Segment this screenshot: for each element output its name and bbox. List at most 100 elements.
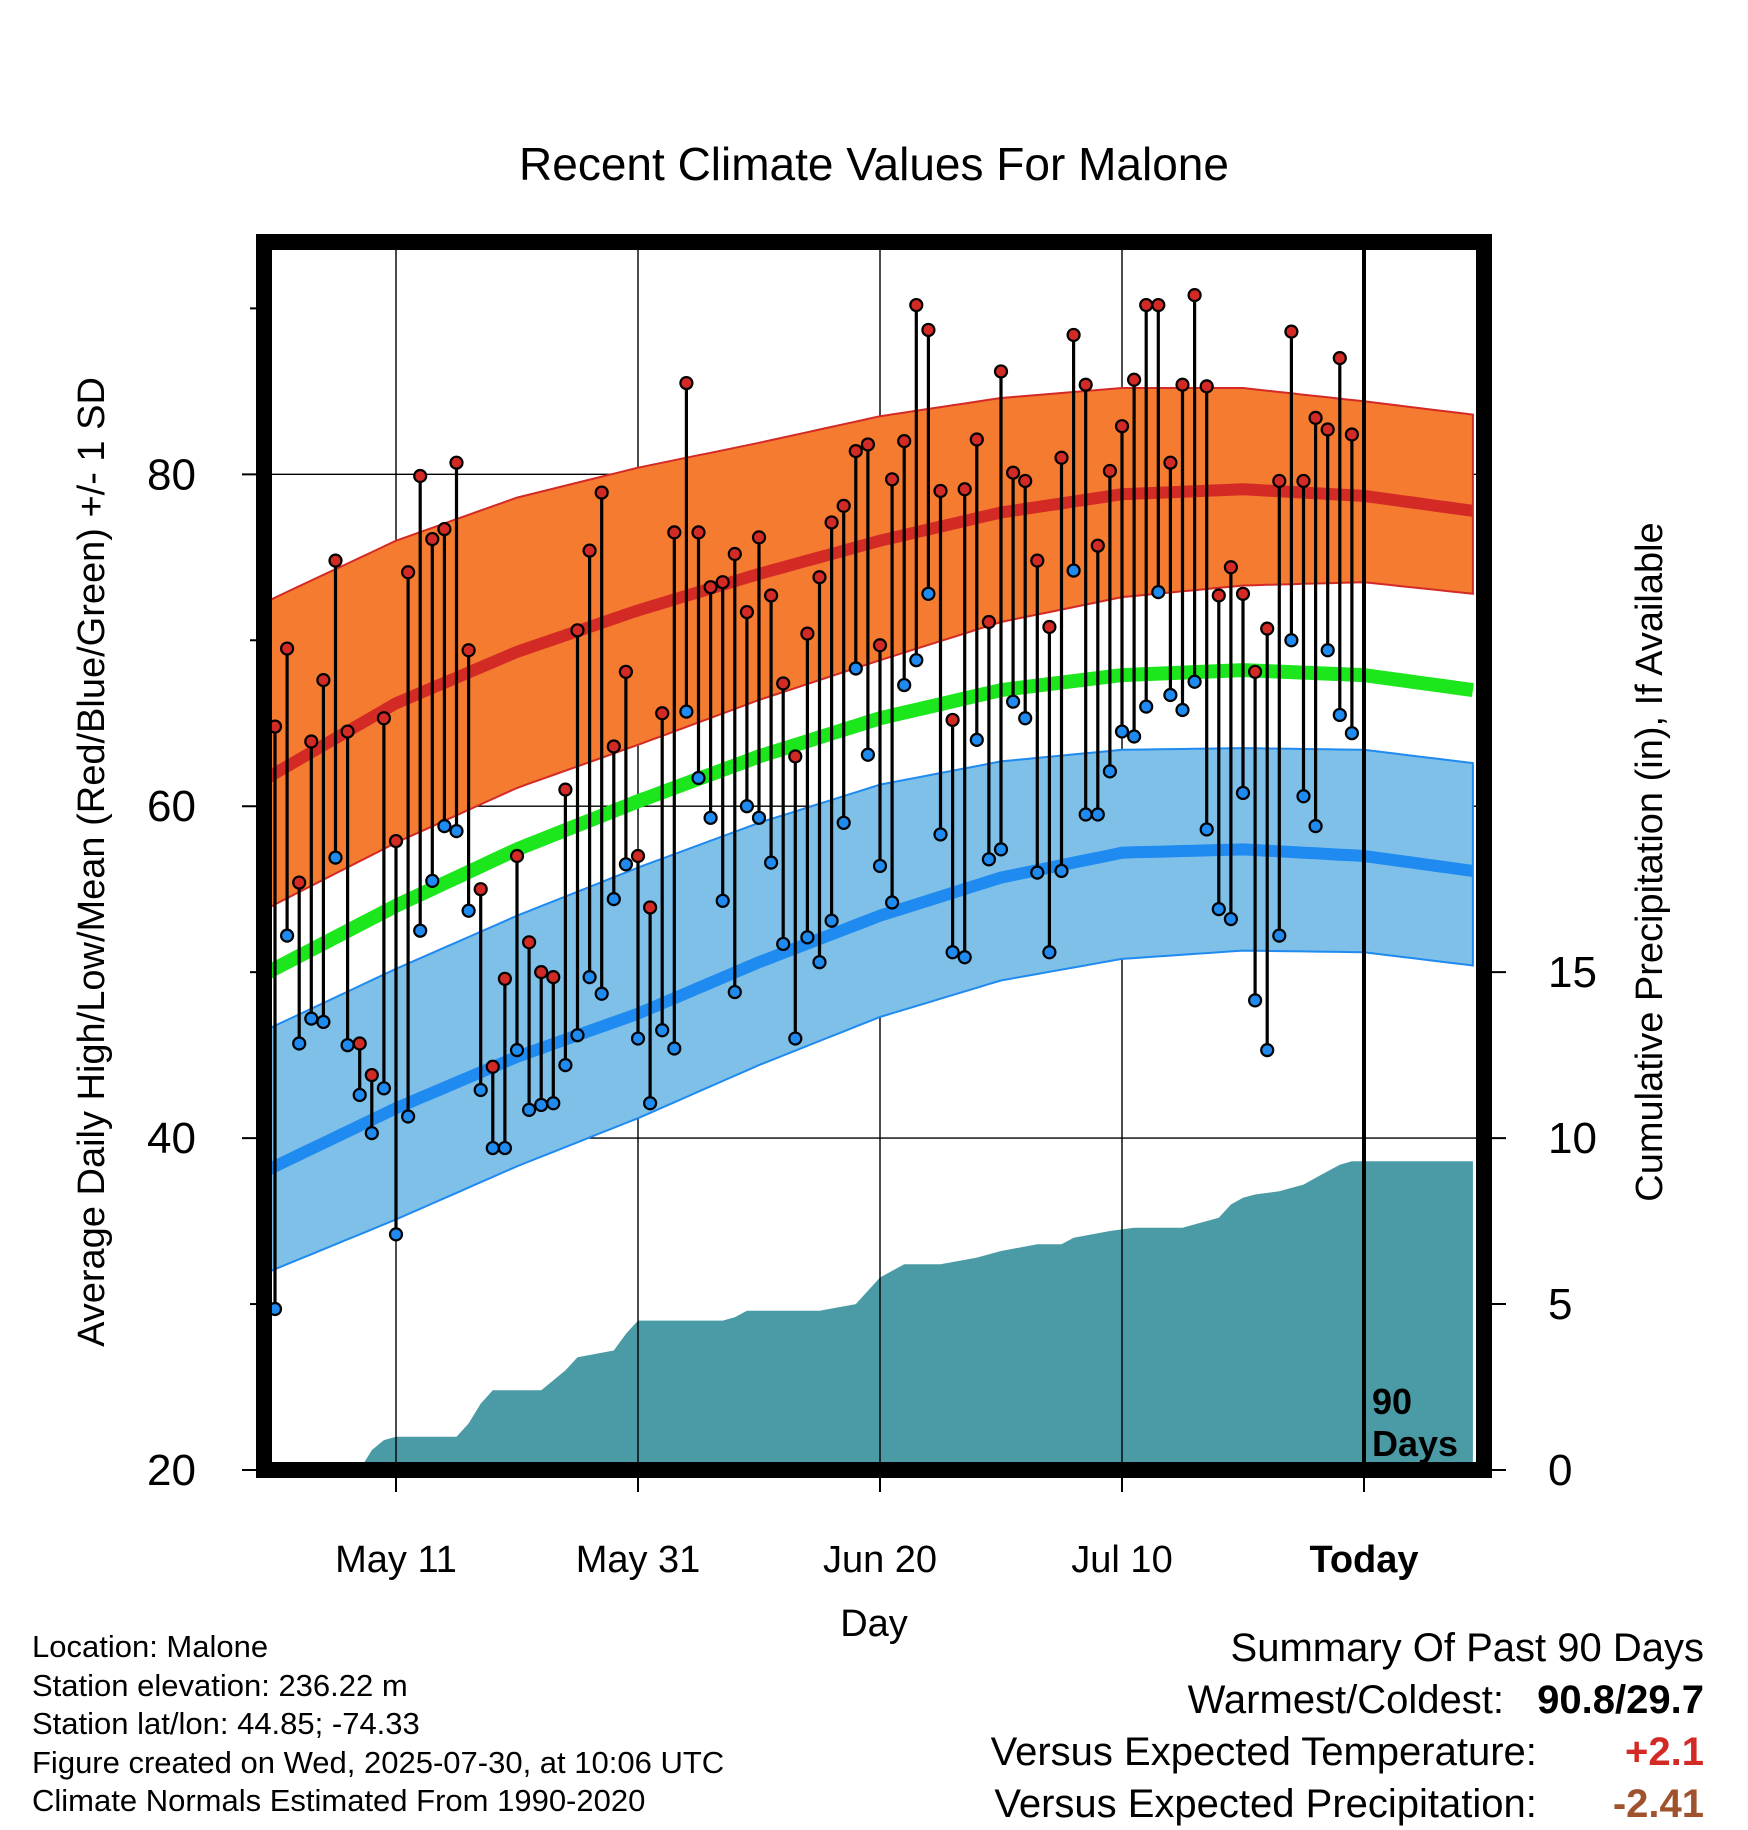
low-point [776, 936, 791, 952]
low-point [739, 799, 755, 814]
low-point [933, 827, 948, 842]
high-point [630, 848, 646, 864]
low-point [1042, 945, 1057, 960]
high-point [449, 455, 464, 470]
low-point [921, 586, 936, 601]
high-point [933, 483, 948, 499]
low-point [388, 1227, 404, 1242]
low-point [788, 1031, 803, 1046]
low-point [401, 1109, 416, 1124]
high-point [703, 580, 718, 595]
low-point [1332, 707, 1347, 723]
high-point [1247, 664, 1263, 679]
low-point [1030, 865, 1045, 880]
location-text: Location: Malone [32, 1629, 269, 1664]
low-point [594, 986, 609, 1001]
low-point [1114, 724, 1130, 739]
high-point [812, 570, 827, 585]
low-point [1296, 789, 1311, 804]
low-point [981, 852, 997, 867]
low-point [909, 653, 924, 668]
high-point [788, 749, 803, 764]
high-point [1235, 586, 1251, 601]
x-axis-label: Day [840, 1603, 908, 1645]
coldest-value: 29.7 [1626, 1678, 1704, 1722]
low-point [836, 815, 851, 830]
low-point [1054, 863, 1069, 879]
high-point [776, 676, 791, 691]
high-point [1296, 473, 1311, 489]
low-point [667, 1041, 682, 1056]
high-point [957, 482, 972, 497]
low-point [872, 858, 888, 874]
high-point [715, 575, 730, 590]
low-point [860, 747, 876, 762]
low-point [1223, 911, 1239, 927]
low-point [1018, 711, 1033, 726]
high-point [897, 434, 912, 449]
low-point [352, 1087, 367, 1103]
low-point [461, 903, 476, 918]
elevation-text: Station elevation: 236.22 m [32, 1667, 408, 1703]
high-point [1199, 379, 1214, 394]
low-point [1139, 699, 1154, 714]
low-point [437, 819, 452, 834]
low-point [449, 824, 464, 839]
low-point [606, 892, 621, 907]
plot-frame [256, 234, 1492, 1478]
high-point [824, 515, 839, 530]
station-info: Location: Malone Station elevation: 236.… [32, 1628, 724, 1821]
low-point [570, 1028, 585, 1043]
low-point [945, 945, 960, 960]
high-point [594, 485, 609, 500]
summary-panel: Summary Of Past 90 Days Warmest/Coldest:… [991, 1622, 1704, 1830]
high-point [872, 638, 888, 653]
y2-tick-label: 10 [1548, 1114, 1597, 1163]
high-point [497, 971, 512, 986]
low-point [897, 677, 912, 693]
low-point [340, 1038, 355, 1053]
y2-tick-label: 15 [1548, 948, 1597, 997]
high-point [1139, 297, 1154, 313]
chart-title: Recent Climate Values For Malone [519, 138, 1229, 190]
high-point [800, 626, 815, 641]
high-point [1320, 422, 1335, 437]
high-point [509, 848, 525, 864]
high-point [727, 546, 742, 562]
warmest-coldest-values: 90.8/29.7 [1537, 1678, 1704, 1722]
high-point [1284, 324, 1299, 339]
low-point [655, 1023, 670, 1038]
low-point [824, 913, 839, 928]
summary-title: Summary Of Past 90 Days [1230, 1626, 1704, 1670]
normals-text: Climate Normals Estimated From 1990-2020 [32, 1783, 646, 1818]
high-point [1066, 327, 1081, 343]
today-label: 90 [1372, 1381, 1412, 1422]
low-point [1175, 702, 1190, 718]
high-point [1126, 372, 1142, 387]
high-point [981, 614, 997, 630]
high-point [340, 724, 355, 739]
low-point [364, 1126, 379, 1141]
high-point [836, 498, 851, 513]
y-tick-label: 20 [147, 1446, 196, 1495]
high-point [352, 1036, 367, 1051]
low-point [1308, 819, 1323, 834]
precip-anomaly-row: Versus Expected Precipitation: -2.41 [991, 1778, 1704, 1830]
low-point [546, 1096, 561, 1111]
low-point [1272, 928, 1287, 943]
high-point [655, 706, 670, 721]
temp-anomaly-label: Versus Expected Temperature: [990, 1730, 1537, 1774]
high-point [1005, 465, 1021, 480]
high-point [558, 782, 573, 797]
low-point [473, 1082, 488, 1098]
precip-area [264, 1161, 1473, 1470]
high-point [763, 588, 779, 603]
low-point [1199, 822, 1214, 837]
low-point [280, 928, 295, 943]
high-point [1078, 377, 1093, 392]
low-point [425, 873, 440, 888]
low-point [691, 770, 706, 786]
high-point [388, 833, 404, 849]
low-point [679, 704, 694, 719]
